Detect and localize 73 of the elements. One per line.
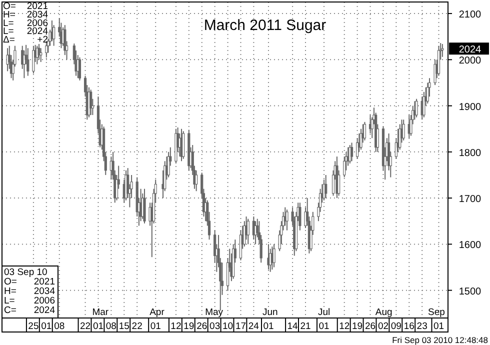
candlestick	[38, 43, 40, 60]
x-tick-label: 17	[235, 321, 246, 332]
x-tick-label: 19	[352, 321, 363, 332]
x-tick-label: 26	[364, 321, 376, 332]
candlestick	[343, 156, 346, 178]
candlestick	[286, 209, 288, 231]
x-tick-label: 01	[41, 321, 52, 332]
candlestick	[64, 24, 66, 56]
x-tick-label: 01	[433, 321, 444, 332]
x-tick-label: 16	[404, 321, 414, 332]
y-tick-label: 1900	[458, 102, 482, 113]
x-tick-label: 12	[170, 321, 182, 332]
x-tick-label: 22	[80, 321, 91, 332]
annotation: Jul	[318, 307, 330, 318]
annotation: O= 2021	[3, 1, 48, 12]
annotation: Jun	[262, 307, 278, 318]
annotation: Mar	[92, 307, 109, 318]
x-tick-label: 24	[248, 321, 259, 332]
y-tick-label: 2000	[458, 56, 482, 67]
text: H= 2034	[3, 9, 48, 20]
candlestick	[272, 244, 276, 268]
candlestick	[324, 174, 328, 199]
candlestick	[90, 89, 92, 116]
candlestick	[143, 188, 146, 224]
annotation: Aug	[375, 307, 392, 318]
text: H= 2034	[4, 286, 55, 297]
annotation: Apr	[150, 307, 164, 318]
x-tick-label: 01	[92, 321, 104, 332]
candlestick	[52, 24, 56, 46]
text: Δ= +2	[3, 34, 48, 46]
annotation: 2024	[458, 44, 482, 56]
x-tick-label: 15	[118, 321, 130, 332]
x-tick-label: 03	[210, 321, 220, 332]
candlestick	[195, 170, 198, 192]
y-tick-label: 1600	[458, 240, 482, 252]
x-tick-label: 02	[378, 321, 389, 332]
y-tick-label: 1500	[458, 286, 482, 298]
y-tick-label: 1700	[458, 194, 482, 206]
x-tick-label: 10	[222, 321, 234, 332]
text: L= 2006	[4, 296, 55, 306]
candlestick	[246, 218, 250, 245]
candlestick	[239, 230, 242, 261]
y-tick-label: 2100	[458, 10, 482, 21]
annotation: May	[205, 307, 224, 318]
text: O= 2021	[4, 276, 55, 288]
y-tick-label: 1800	[458, 148, 482, 159]
x-tick-label: 22	[132, 321, 142, 332]
text: Fri Sep 03 2010 12:48:48	[392, 335, 488, 345]
text: March 2011 Sugar	[204, 17, 326, 34]
annotation: Sep	[428, 307, 445, 318]
candlestick	[32, 45, 35, 74]
candlestick	[402, 119, 405, 141]
x-tick-label: 21	[300, 321, 311, 332]
x-tick-label: 26	[196, 321, 208, 332]
candlestick	[45, 40, 48, 58]
x-tick-label: 08	[106, 321, 116, 332]
x-tick-label: 01	[263, 321, 274, 332]
x-tick-label: 01	[150, 321, 161, 332]
x-tick-label: 09	[390, 321, 402, 332]
candlestick	[40, 48, 42, 62]
x-tick-label: 01	[318, 321, 330, 332]
x-tick-label: 12	[339, 321, 350, 332]
candlestick	[350, 142, 354, 162]
candlestick	[78, 56, 82, 81]
candlestick	[182, 130, 185, 160]
x-tick-label: 14	[287, 321, 298, 332]
x-tick-label: 25	[28, 321, 39, 332]
x-tick-label: 23	[416, 321, 428, 332]
x-tick-label: 08	[54, 321, 65, 332]
x-tick-label: 19	[184, 321, 194, 332]
annotation: 03 Sep 10	[4, 267, 48, 278]
text: C= 2024	[4, 305, 55, 316]
candlestick	[26, 48, 30, 76]
